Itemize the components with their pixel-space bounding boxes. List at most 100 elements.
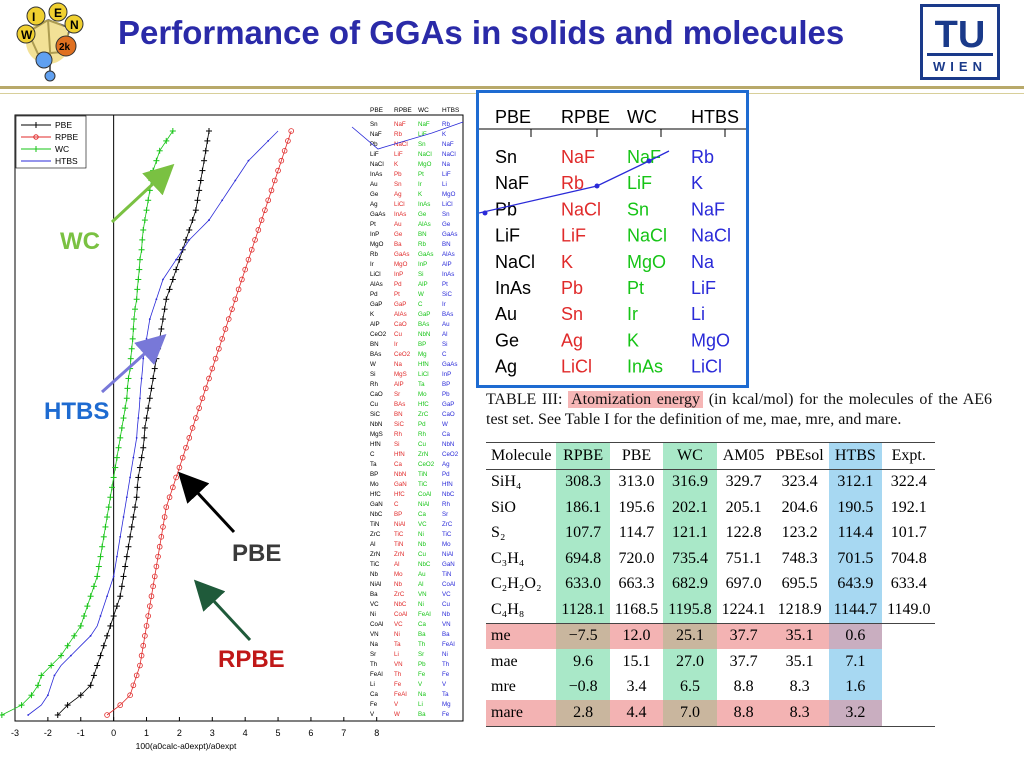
ranking-entry: MgO [370, 241, 384, 248]
point-pbe [94, 662, 101, 669]
point-htbs [53, 674, 56, 677]
ranking-entry: LiF [394, 151, 403, 158]
ranking-entry: MgS [370, 431, 383, 438]
point-wc [115, 444, 122, 451]
ranking-entry: Pb [442, 391, 450, 398]
ranking-entry: Mo [394, 571, 403, 578]
point-wc [134, 286, 141, 293]
rpbe-label: RPBE [218, 646, 285, 673]
ranking-entry: Si [442, 341, 448, 348]
point-htbs [119, 535, 122, 538]
table-cell: 1195.8 [663, 597, 717, 624]
x-tick-label: 8 [374, 728, 379, 738]
point-wc [135, 276, 142, 283]
ranking-entry: Cu [394, 331, 402, 338]
point-wc [110, 474, 117, 481]
table-cell: 633.4 [890, 575, 927, 593]
point-rpbe [176, 464, 183, 471]
table-cell [882, 700, 936, 727]
point-pbe [134, 484, 141, 491]
ranking-entry: Rb [418, 241, 426, 248]
ranking-entry: NbN [370, 421, 382, 428]
zoom-header: PBE [495, 107, 531, 127]
point-pbe [197, 177, 204, 184]
svg-text:WIEN: WIEN [933, 59, 987, 74]
wien2k-logo: I E N W 2k [16, 2, 84, 82]
ranking-entry: Pd [442, 471, 450, 478]
point-pbe [173, 266, 180, 273]
point-wc [127, 355, 134, 362]
point-pbe [176, 256, 183, 263]
point-pbe [77, 692, 84, 699]
ranking-entry: Ni [418, 531, 424, 538]
ranking-entry: TiN [370, 521, 379, 528]
ranking-entry: Si [370, 371, 376, 378]
table-row: SiH₄ 308.3 313.0 316.9 329.7 323.4 312.1 322.4 [486, 469, 935, 495]
zoom-cell: Sn [627, 199, 649, 219]
htbs-label: HTBS [44, 398, 110, 425]
ranking-entry: InAs [394, 211, 406, 218]
ranking-entry: Au [442, 321, 450, 328]
point-wc [105, 504, 112, 511]
point-htbs [106, 595, 108, 598]
zoom-cell: NaCl [691, 226, 731, 246]
point-rpbe [138, 652, 145, 659]
ranking-entry: Th [442, 661, 450, 668]
ranking-entry: Mo [442, 541, 451, 548]
ranking-entry: SiC [394, 421, 405, 428]
point-wc [58, 652, 65, 659]
ranking-entry: GaN [442, 561, 455, 568]
ranking-entry: ZrN [418, 451, 428, 458]
point-pbe [54, 712, 61, 718]
ranking-entry: Li [370, 681, 375, 688]
ranking-entry: Ag [370, 201, 378, 208]
zoom-link-dot [594, 183, 600, 189]
point-htbs [116, 555, 118, 558]
point-wc [141, 217, 148, 224]
ranking-entry: NiAl [394, 521, 405, 528]
point-rpbe [229, 306, 235, 312]
table-cell: 1149.0 [882, 597, 936, 624]
ranking-entry: GaAs [418, 251, 433, 258]
table-row: mre −0.8 3.4 6.5 8.8 8.3 1.6 [486, 674, 935, 700]
header-rule [0, 86, 1024, 89]
ranking-entry: LiF [370, 151, 379, 158]
table-cell: 633.0 [556, 571, 610, 597]
point-pbe [150, 375, 157, 382]
ranking-entry: LiF [418, 131, 427, 138]
point-htbs [139, 397, 141, 400]
row-label: mae [491, 652, 518, 670]
table-cell: 4.4 [609, 700, 664, 727]
ranking-entry: AlP [418, 281, 428, 288]
zoom-link-dot [646, 158, 652, 164]
ranking-entry: Nb [370, 571, 378, 578]
ranking-entry: Nb [442, 611, 450, 618]
point-wc [64, 642, 71, 649]
table-row: S₂ 107.7 114.7 121.1 122.8 123.2 114.4 101.7 [486, 520, 935, 546]
table-cell [882, 623, 936, 649]
point-pbe [132, 504, 139, 511]
ranking-entry: InAs [418, 201, 430, 208]
ranking-entry: NbN [442, 441, 454, 448]
point-wc [143, 207, 150, 214]
table-cell: 0.6 [828, 623, 883, 649]
table-cell: 1168.5 [609, 597, 664, 624]
ranking-entry: NaF [418, 121, 430, 128]
ranking-entry: NbC [418, 561, 431, 568]
ranking-entry: Sn [442, 211, 450, 218]
ranking-entry: CaO [394, 321, 407, 328]
legend-entry: PBE [55, 120, 72, 130]
point-wc [94, 573, 101, 580]
point-rpbe [148, 593, 155, 600]
table-cell: 1144.7 [828, 597, 883, 624]
ranking-entry: Pb [370, 141, 378, 148]
ranking-entry: TiC [442, 531, 452, 538]
ranking-entry: VN [394, 661, 403, 668]
zoom-header: HTBS [691, 107, 739, 127]
table-header-cell: WC [663, 442, 717, 470]
ranking-entry: NaF [370, 131, 382, 138]
point-pbe [87, 682, 94, 689]
ranking-entry: K [442, 131, 447, 138]
point-wc [122, 405, 129, 412]
ranking-entry: Rh [370, 381, 378, 388]
